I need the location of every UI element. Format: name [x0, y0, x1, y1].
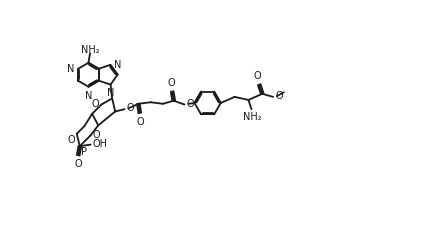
Text: N: N	[85, 90, 92, 101]
Text: O: O	[93, 130, 101, 140]
Text: P: P	[80, 147, 86, 157]
Text: O: O	[92, 99, 99, 109]
Text: O: O	[275, 91, 283, 101]
Text: O: O	[127, 104, 134, 113]
Text: OH: OH	[92, 139, 107, 149]
Text: NH₂: NH₂	[81, 45, 100, 55]
Text: O: O	[137, 117, 144, 127]
Text: O: O	[74, 159, 82, 169]
Text: NH₂: NH₂	[243, 112, 262, 122]
Text: O: O	[187, 99, 194, 109]
Text: N: N	[107, 88, 114, 98]
Text: N: N	[67, 64, 74, 74]
Text: N: N	[114, 60, 122, 70]
Text: O: O	[168, 78, 175, 88]
Text: O: O	[254, 71, 262, 81]
Text: O: O	[68, 135, 75, 145]
